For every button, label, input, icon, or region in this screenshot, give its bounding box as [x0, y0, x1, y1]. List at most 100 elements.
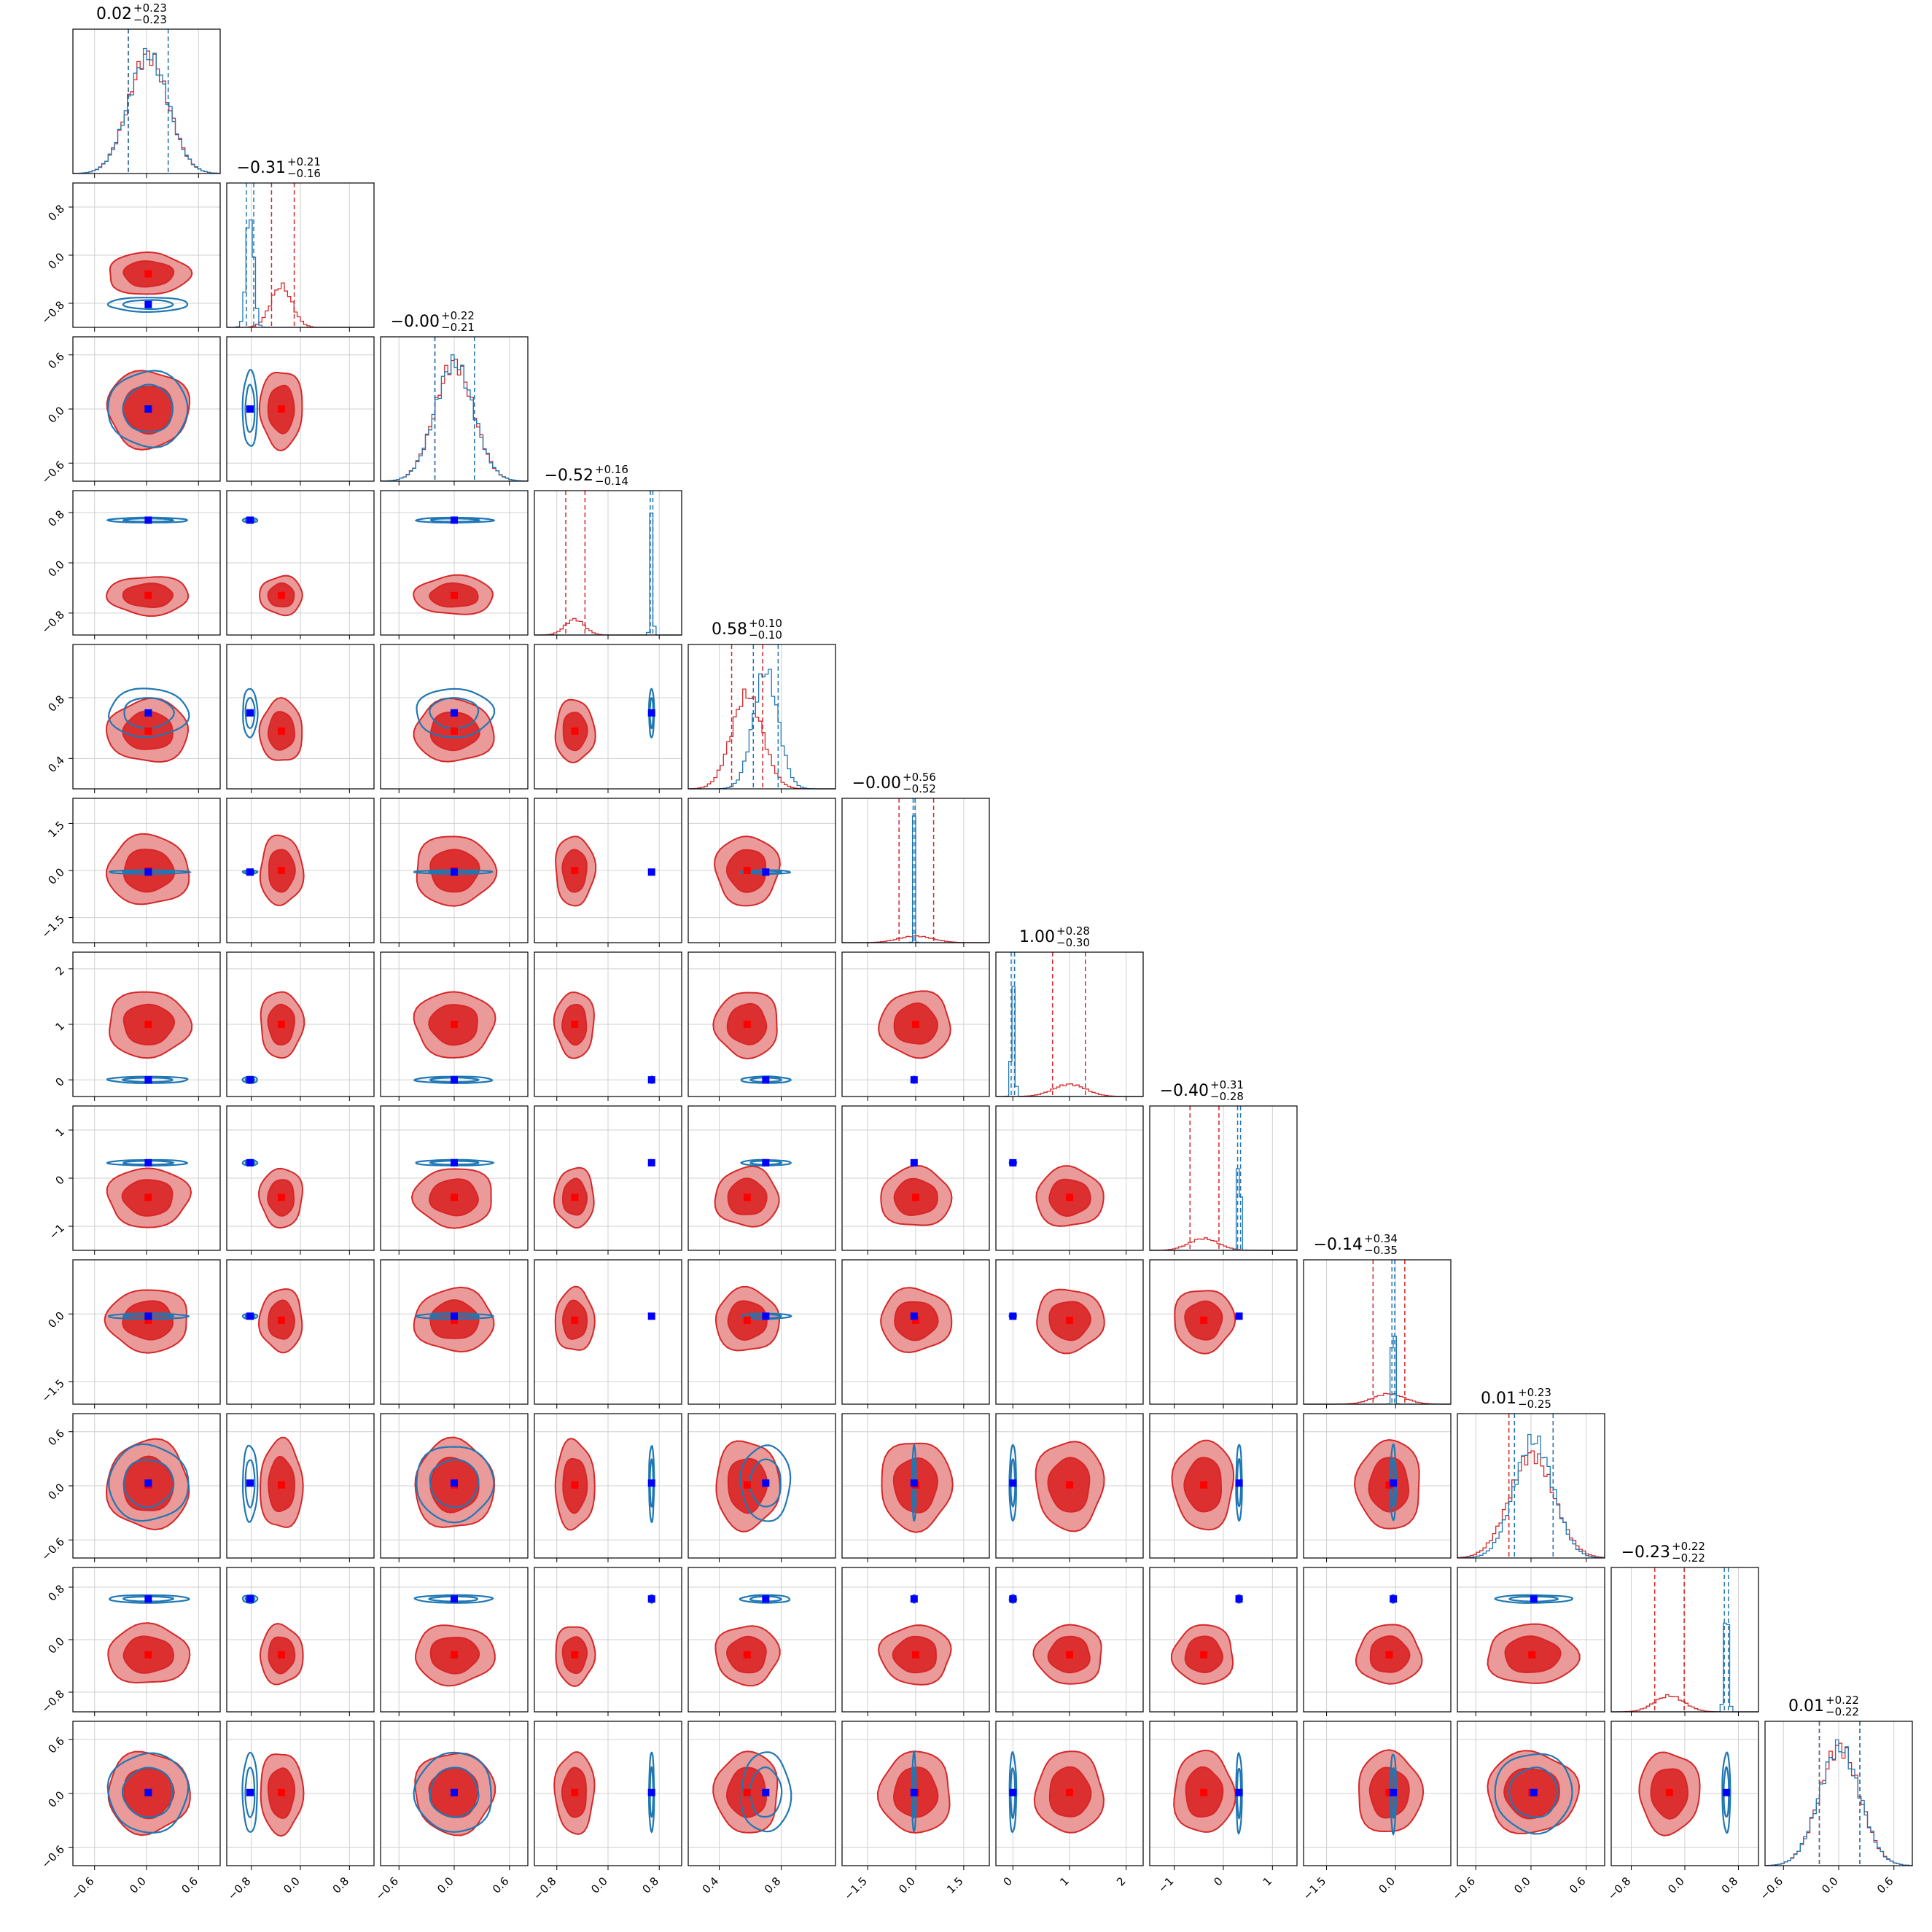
red-marker	[144, 727, 152, 735]
blue-marker	[451, 1312, 458, 1320]
y-tick-label: 0.0	[45, 404, 67, 426]
contour-panel-9-4	[688, 1413, 836, 1562]
panel-contents	[106, 833, 192, 905]
panel-contents	[876, 1749, 951, 1834]
y-tick-label: 0.6	[45, 1734, 67, 1756]
panel-contents	[241, 1158, 304, 1228]
contour-panel-10-9	[1457, 1567, 1605, 1716]
y-tick-label: −0.6	[39, 459, 67, 486]
param-title-median: −0.23	[1621, 1543, 1670, 1562]
y-tick-label: 1.5	[45, 819, 67, 841]
red-marker	[571, 1481, 579, 1489]
blue-inner-contour	[122, 1160, 175, 1166]
red-marker	[571, 867, 579, 874]
panel-contents	[107, 1594, 191, 1684]
panel-contents	[714, 1285, 792, 1352]
panel-contents	[1170, 1594, 1243, 1685]
blue-outer-contour	[106, 1752, 190, 1834]
blue-outer-contour	[413, 1751, 492, 1833]
x-tick-label: 1.5	[944, 1874, 966, 1896]
y-tick-label: 1	[53, 1019, 67, 1033]
blue-inner-contour	[121, 1077, 174, 1083]
blue-outer-contour	[107, 1312, 190, 1320]
red-marker	[571, 1788, 579, 1796]
param-title-median: −0.00	[852, 774, 901, 792]
contour-panel-10-5	[841, 1567, 990, 1716]
contour-panel-10-7	[1149, 1567, 1298, 1716]
blue-outer-contour	[414, 516, 496, 523]
y-tick-label: 0	[53, 1173, 67, 1187]
panel-frame	[688, 798, 836, 943]
contour-panel-11-6: 0 1 2	[995, 1721, 1144, 1889]
panel-contents	[554, 1437, 655, 1531]
blue-marker	[1235, 1312, 1243, 1320]
panel-frame	[1303, 1259, 1452, 1405]
blue-marker	[910, 1479, 918, 1487]
blue-marker	[451, 1479, 458, 1487]
panel-contents	[1487, 1750, 1581, 1835]
panel-contents	[1487, 1594, 1581, 1684]
contour-panel-3-0: −0.8 0.0 0.8	[39, 490, 221, 639]
contour-panel-10-2	[380, 1567, 529, 1716]
panel-contents	[712, 1750, 792, 1834]
corner-cells: 0.02 +0.23−0.23−0.80.00.8−0.31 +0.21−0.16−…	[39, 1, 1913, 1903]
blue-marker	[762, 1788, 770, 1796]
blue-histogram	[380, 354, 529, 482]
red-marker	[743, 1651, 751, 1659]
param-title-plus: +0.22	[1672, 1540, 1705, 1553]
x-tick-label: 0.8	[1719, 1874, 1741, 1896]
contour-panel-10-1	[226, 1567, 375, 1716]
y-tick-label: −0.8	[39, 298, 67, 326]
red-marker	[571, 1316, 579, 1324]
panel-contents	[1008, 1158, 1105, 1227]
blue-marker	[451, 1788, 458, 1796]
blue-marker	[647, 1158, 655, 1166]
y-tick-label: 0	[53, 1075, 67, 1088]
red-marker	[571, 1193, 579, 1201]
y-tick-label: −0.8	[39, 608, 67, 636]
contour-panel-10-0: −0.8 0.0 0.8	[39, 1567, 221, 1716]
panel-contents	[1171, 1439, 1243, 1531]
contour-panel-4-0: 0.4 0.8	[45, 644, 221, 793]
blue-marker	[647, 1076, 655, 1084]
red-marker	[277, 1481, 285, 1489]
x-tick-label: 0.0	[435, 1874, 456, 1896]
contour-panel-10-8	[1303, 1567, 1452, 1716]
y-tick-label: 0.0	[45, 1481, 67, 1503]
panel-frame	[1303, 1567, 1452, 1713]
param-title-median: −0.31	[237, 159, 286, 177]
panel-contents	[1008, 1750, 1105, 1834]
blue-outer-contour	[241, 1751, 258, 1833]
blue-outer-contour	[107, 370, 189, 449]
panel-contents	[881, 1442, 954, 1533]
param-title-median: −0.14	[1314, 1236, 1363, 1254]
blue-outer-contour	[241, 1158, 259, 1166]
blue-marker	[144, 1076, 152, 1084]
x-tick-label: −0.8	[1605, 1874, 1633, 1902]
blue-outer-contour	[109, 869, 192, 875]
blue-outer-contour	[416, 1446, 495, 1524]
blue-inner-contour	[122, 299, 174, 311]
blue-inner-contour	[429, 1314, 480, 1319]
red-marker	[277, 591, 285, 599]
panel-contents	[1008, 1594, 1102, 1685]
param-title-median: 0.58	[712, 620, 747, 639]
x-tick-label: 0.0	[1819, 1874, 1841, 1896]
contour-panel-9-5	[841, 1413, 990, 1562]
blue-marker	[144, 300, 152, 308]
blue-marker	[1530, 1788, 1538, 1796]
param-title-minus: −0.28	[1210, 1090, 1244, 1103]
contour-panel-9-2	[380, 1413, 529, 1562]
x-tick-label: 0.0	[1665, 1874, 1687, 1896]
contour-panel-11-7: −1 0 1	[1149, 1721, 1298, 1895]
red-marker	[743, 1193, 751, 1201]
red-marker	[1528, 1651, 1536, 1659]
panel-background	[688, 644, 835, 789]
panel-contents	[410, 1158, 495, 1229]
red-marker	[451, 1193, 458, 1201]
blue-marker	[144, 1595, 152, 1603]
blue-inner-contour	[244, 696, 256, 729]
param-title-plus: +0.10	[749, 617, 782, 630]
x-tick-label: −0.6	[69, 1874, 96, 1902]
panel-frame	[688, 1567, 836, 1713]
